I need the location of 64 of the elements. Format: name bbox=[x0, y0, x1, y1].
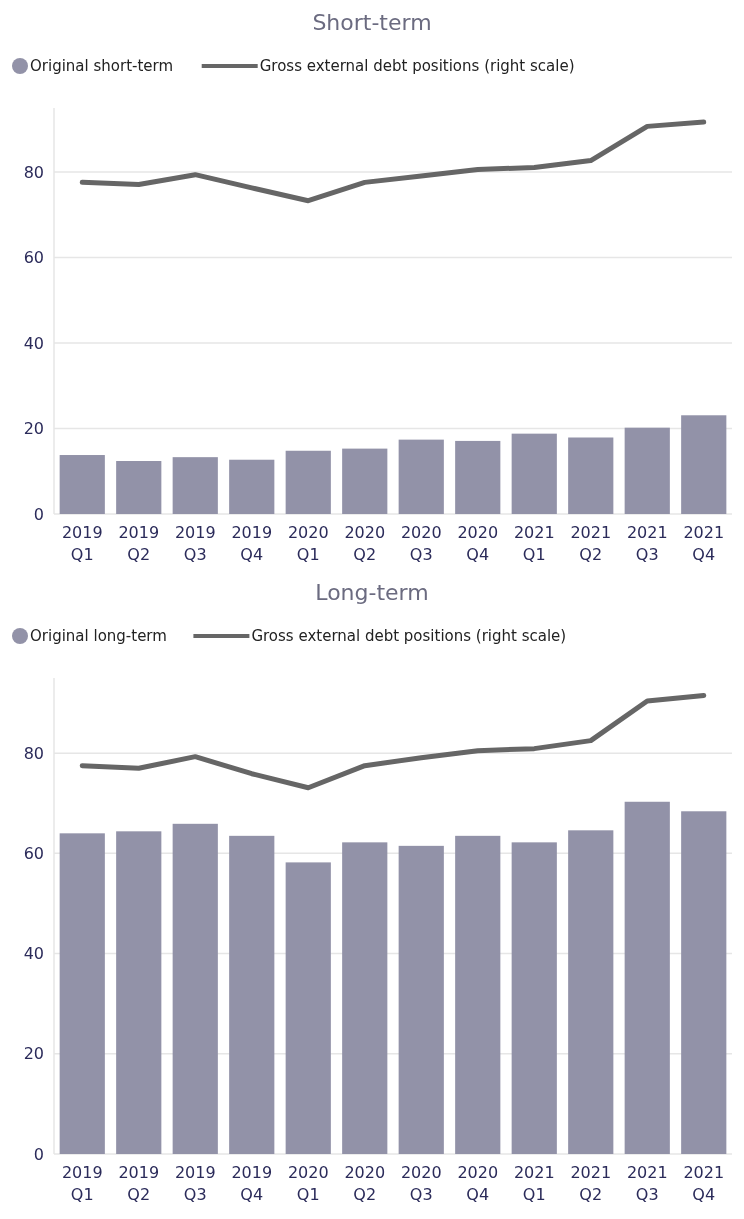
bar bbox=[172, 823, 218, 1154]
x-tick-label: 2020 Q1 bbox=[287, 523, 329, 564]
bar bbox=[342, 448, 388, 514]
y-tick-label: 40 bbox=[23, 333, 44, 353]
bar bbox=[172, 457, 218, 514]
legend-label: Gross external debt positions (right scale) bbox=[251, 627, 567, 646]
bar bbox=[229, 459, 275, 514]
x-tick-label: 2019 Q3 bbox=[174, 523, 216, 564]
x-tick-label: 2021 Q4 bbox=[683, 523, 725, 564]
bar bbox=[59, 833, 105, 1154]
x-tick-label: 2020 Q2 bbox=[344, 523, 386, 564]
bar bbox=[568, 437, 614, 514]
x-tick-label: 2019 Q2 bbox=[118, 523, 160, 564]
bar bbox=[116, 831, 162, 1154]
x-tick-label: 2019 Q4 bbox=[231, 1163, 273, 1204]
x-tick-label: 2020 Q2 bbox=[344, 1163, 386, 1204]
chart-title: Short-term bbox=[312, 10, 432, 35]
bar bbox=[342, 842, 388, 1154]
x-tick-label: 2020 Q3 bbox=[400, 523, 442, 564]
y-tick-label: 0 bbox=[33, 504, 44, 524]
bar bbox=[681, 415, 727, 514]
x-tick-label: 2021 Q1 bbox=[513, 523, 555, 564]
x-tick-label: 2021 Q3 bbox=[626, 1163, 668, 1204]
bar bbox=[398, 845, 444, 1154]
bar bbox=[511, 842, 557, 1154]
bar bbox=[116, 461, 162, 514]
legend-label: Original short-term bbox=[30, 57, 174, 76]
x-tick-label: 2020 Q4 bbox=[457, 523, 499, 564]
bar bbox=[568, 830, 614, 1154]
bar bbox=[681, 811, 727, 1154]
bar bbox=[285, 862, 331, 1154]
x-tick-label: 2019 Q1 bbox=[61, 523, 103, 564]
y-tick-label: 0 bbox=[33, 1144, 44, 1164]
y-tick-label: 20 bbox=[23, 1044, 44, 1064]
y-tick-label: 40 bbox=[23, 944, 44, 964]
x-tick-label: 2019 Q3 bbox=[174, 1163, 216, 1204]
y-tick-label: 80 bbox=[23, 743, 44, 763]
x-tick-label: 2019 Q1 bbox=[61, 1163, 103, 1204]
x-tick-label: 2020 Q4 bbox=[457, 1163, 499, 1204]
chart-title: Long-term bbox=[315, 580, 429, 605]
bar bbox=[285, 450, 331, 514]
x-tick-label: 2019 Q2 bbox=[118, 1163, 160, 1204]
bar bbox=[624, 801, 670, 1154]
y-tick-label: 60 bbox=[23, 248, 44, 268]
bar bbox=[455, 835, 501, 1154]
x-tick-label: 2021 Q2 bbox=[570, 523, 612, 564]
x-tick-label: 2021 Q2 bbox=[570, 1163, 612, 1204]
y-tick-label: 60 bbox=[23, 843, 44, 863]
bar bbox=[511, 433, 557, 514]
x-tick-label: 2021 Q4 bbox=[683, 1163, 725, 1204]
bar bbox=[455, 440, 501, 514]
y-tick-label: 20 bbox=[23, 419, 44, 439]
x-tick-label: 2021 Q3 bbox=[626, 523, 668, 564]
bar bbox=[229, 835, 275, 1154]
x-tick-label: 2020 Q3 bbox=[400, 1163, 442, 1204]
legend-label: Gross external debt positions (right scale) bbox=[259, 57, 575, 76]
bar bbox=[59, 455, 105, 514]
bar bbox=[624, 427, 670, 514]
x-tick-label: 2020 Q1 bbox=[287, 1163, 329, 1204]
x-tick-label: 2021 Q1 bbox=[513, 1163, 555, 1204]
legend-label: Original long-term bbox=[30, 627, 167, 646]
bar bbox=[398, 439, 444, 514]
x-tick-label: 2019 Q4 bbox=[231, 523, 273, 564]
y-tick-label: 80 bbox=[23, 162, 44, 182]
